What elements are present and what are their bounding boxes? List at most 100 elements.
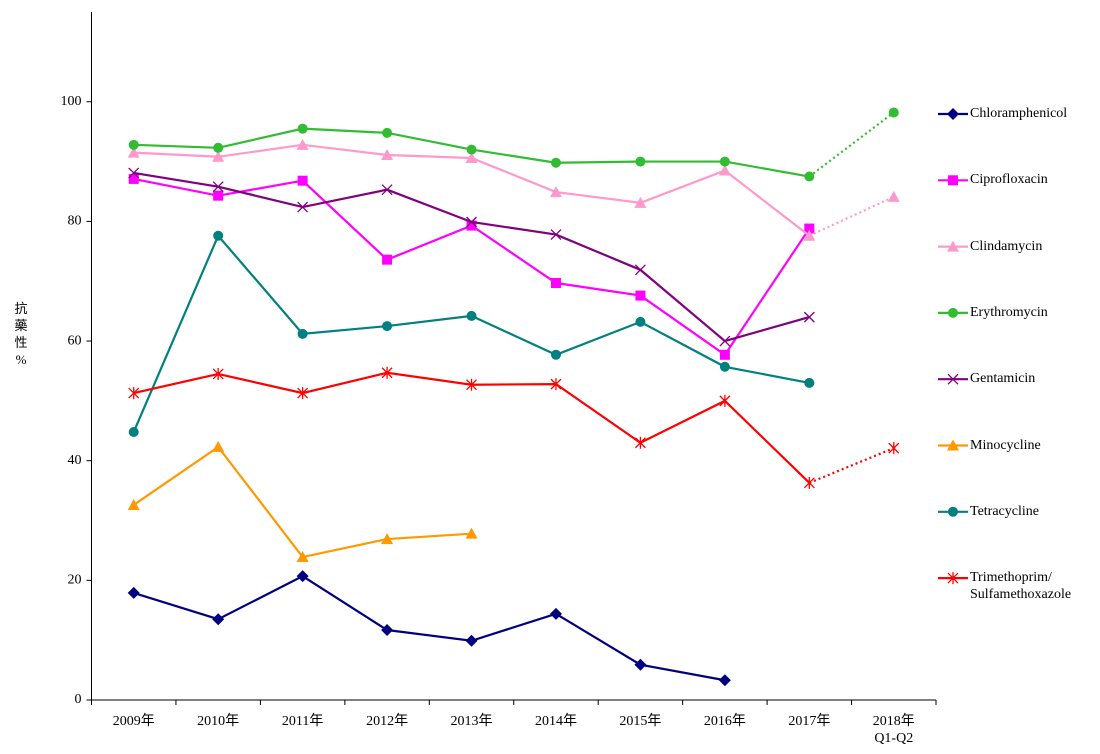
legend-label: Clindamycin [970,238,1043,254]
data-point [718,674,731,687]
y-tick-label: 60 [68,333,82,348]
data-point [804,171,815,182]
data-point [212,150,225,162]
data-point [466,144,477,155]
x-tick-label: 2011年 [281,714,324,729]
data-point [550,229,562,241]
data-point [634,658,647,671]
data-point [466,220,477,231]
data-point [803,476,815,489]
data-point [465,634,478,647]
x-tick-label: 2015年 [619,714,662,729]
data-point [634,196,647,208]
data-point [382,321,393,332]
x-tick-label: 2009年 [112,714,155,729]
x-tick-label: 2013年 [450,714,493,729]
series-line [132,233,810,433]
legend-marker [947,439,959,451]
series-line-dotted [808,447,895,484]
x-tick-label: 2018年 Q1-Q2 [872,714,915,746]
legend-marker [948,175,958,186]
data-point [804,377,815,388]
data-point [719,394,731,407]
data-point [127,498,140,510]
data-point [466,310,477,321]
legend-marker [947,240,959,252]
data-point [550,157,561,168]
data-point [719,335,731,347]
data-point [297,328,308,339]
y-tick-label: 100 [61,94,82,109]
legend-marker [947,108,959,120]
data-point [213,190,224,201]
data-point [465,527,478,539]
data-point [550,378,562,391]
data-point [381,366,393,379]
y-tick-label: 40 [68,453,82,468]
x-tick-label: 2014年 [534,714,577,729]
data-point [719,349,730,360]
data-point [212,367,224,380]
data-point [466,216,477,228]
data-point [549,186,562,198]
data-point [804,223,815,234]
series-line [133,177,811,357]
series-line-dotted [808,195,895,237]
legend-marker [948,307,958,318]
data-point [381,148,394,160]
data-point [128,426,139,437]
data-point [888,107,899,118]
y-tick-label: 0 [75,692,82,707]
data-point [213,142,224,153]
data-point [296,138,309,150]
legend-label: Minocycline [970,437,1041,453]
data-point [381,624,394,637]
data-point [212,181,224,193]
x-tick-label: 2010年 [197,714,240,729]
data-point [296,551,309,563]
data-point [128,139,139,150]
x-tick-label: 2012年 [366,714,409,729]
data-point [213,230,224,241]
data-point [549,607,562,620]
data-point [381,184,393,196]
data-point [127,586,140,599]
data-point [719,361,730,372]
data-point [296,570,309,583]
legend-label: Ciprofloxacin [970,172,1048,188]
data-point [466,378,477,391]
legend-label: Chloramphenicol [970,106,1068,121]
data-point [465,151,478,163]
y-tick-label: 20 [68,573,82,588]
x-tick-label: 2017年 [788,714,831,729]
data-point [550,349,561,360]
data-point [719,156,730,167]
y-tick-label: 80 [68,214,82,229]
data-point [297,123,308,134]
data-point [212,440,225,452]
data-point [635,290,646,301]
legend-marker [947,572,959,585]
legend-marker [947,373,959,385]
data-point [381,533,394,545]
data-point [634,264,646,276]
data-point [634,436,646,449]
series-line [133,574,726,682]
data-point [803,311,815,323]
data-point [297,175,308,186]
data-point [127,146,140,158]
data-point [382,127,393,138]
data-point [888,442,900,455]
data-point [212,613,225,626]
data-point [635,156,646,167]
data-point [128,387,140,400]
data-point [128,167,140,179]
data-point [635,316,646,327]
x-tick-label: 2016年 [703,714,746,729]
legend-label: Gentamicin [970,371,1036,387]
legend-marker [948,506,958,517]
data-point [128,173,139,184]
series-line [133,445,472,559]
series-line-dotted [808,111,895,178]
